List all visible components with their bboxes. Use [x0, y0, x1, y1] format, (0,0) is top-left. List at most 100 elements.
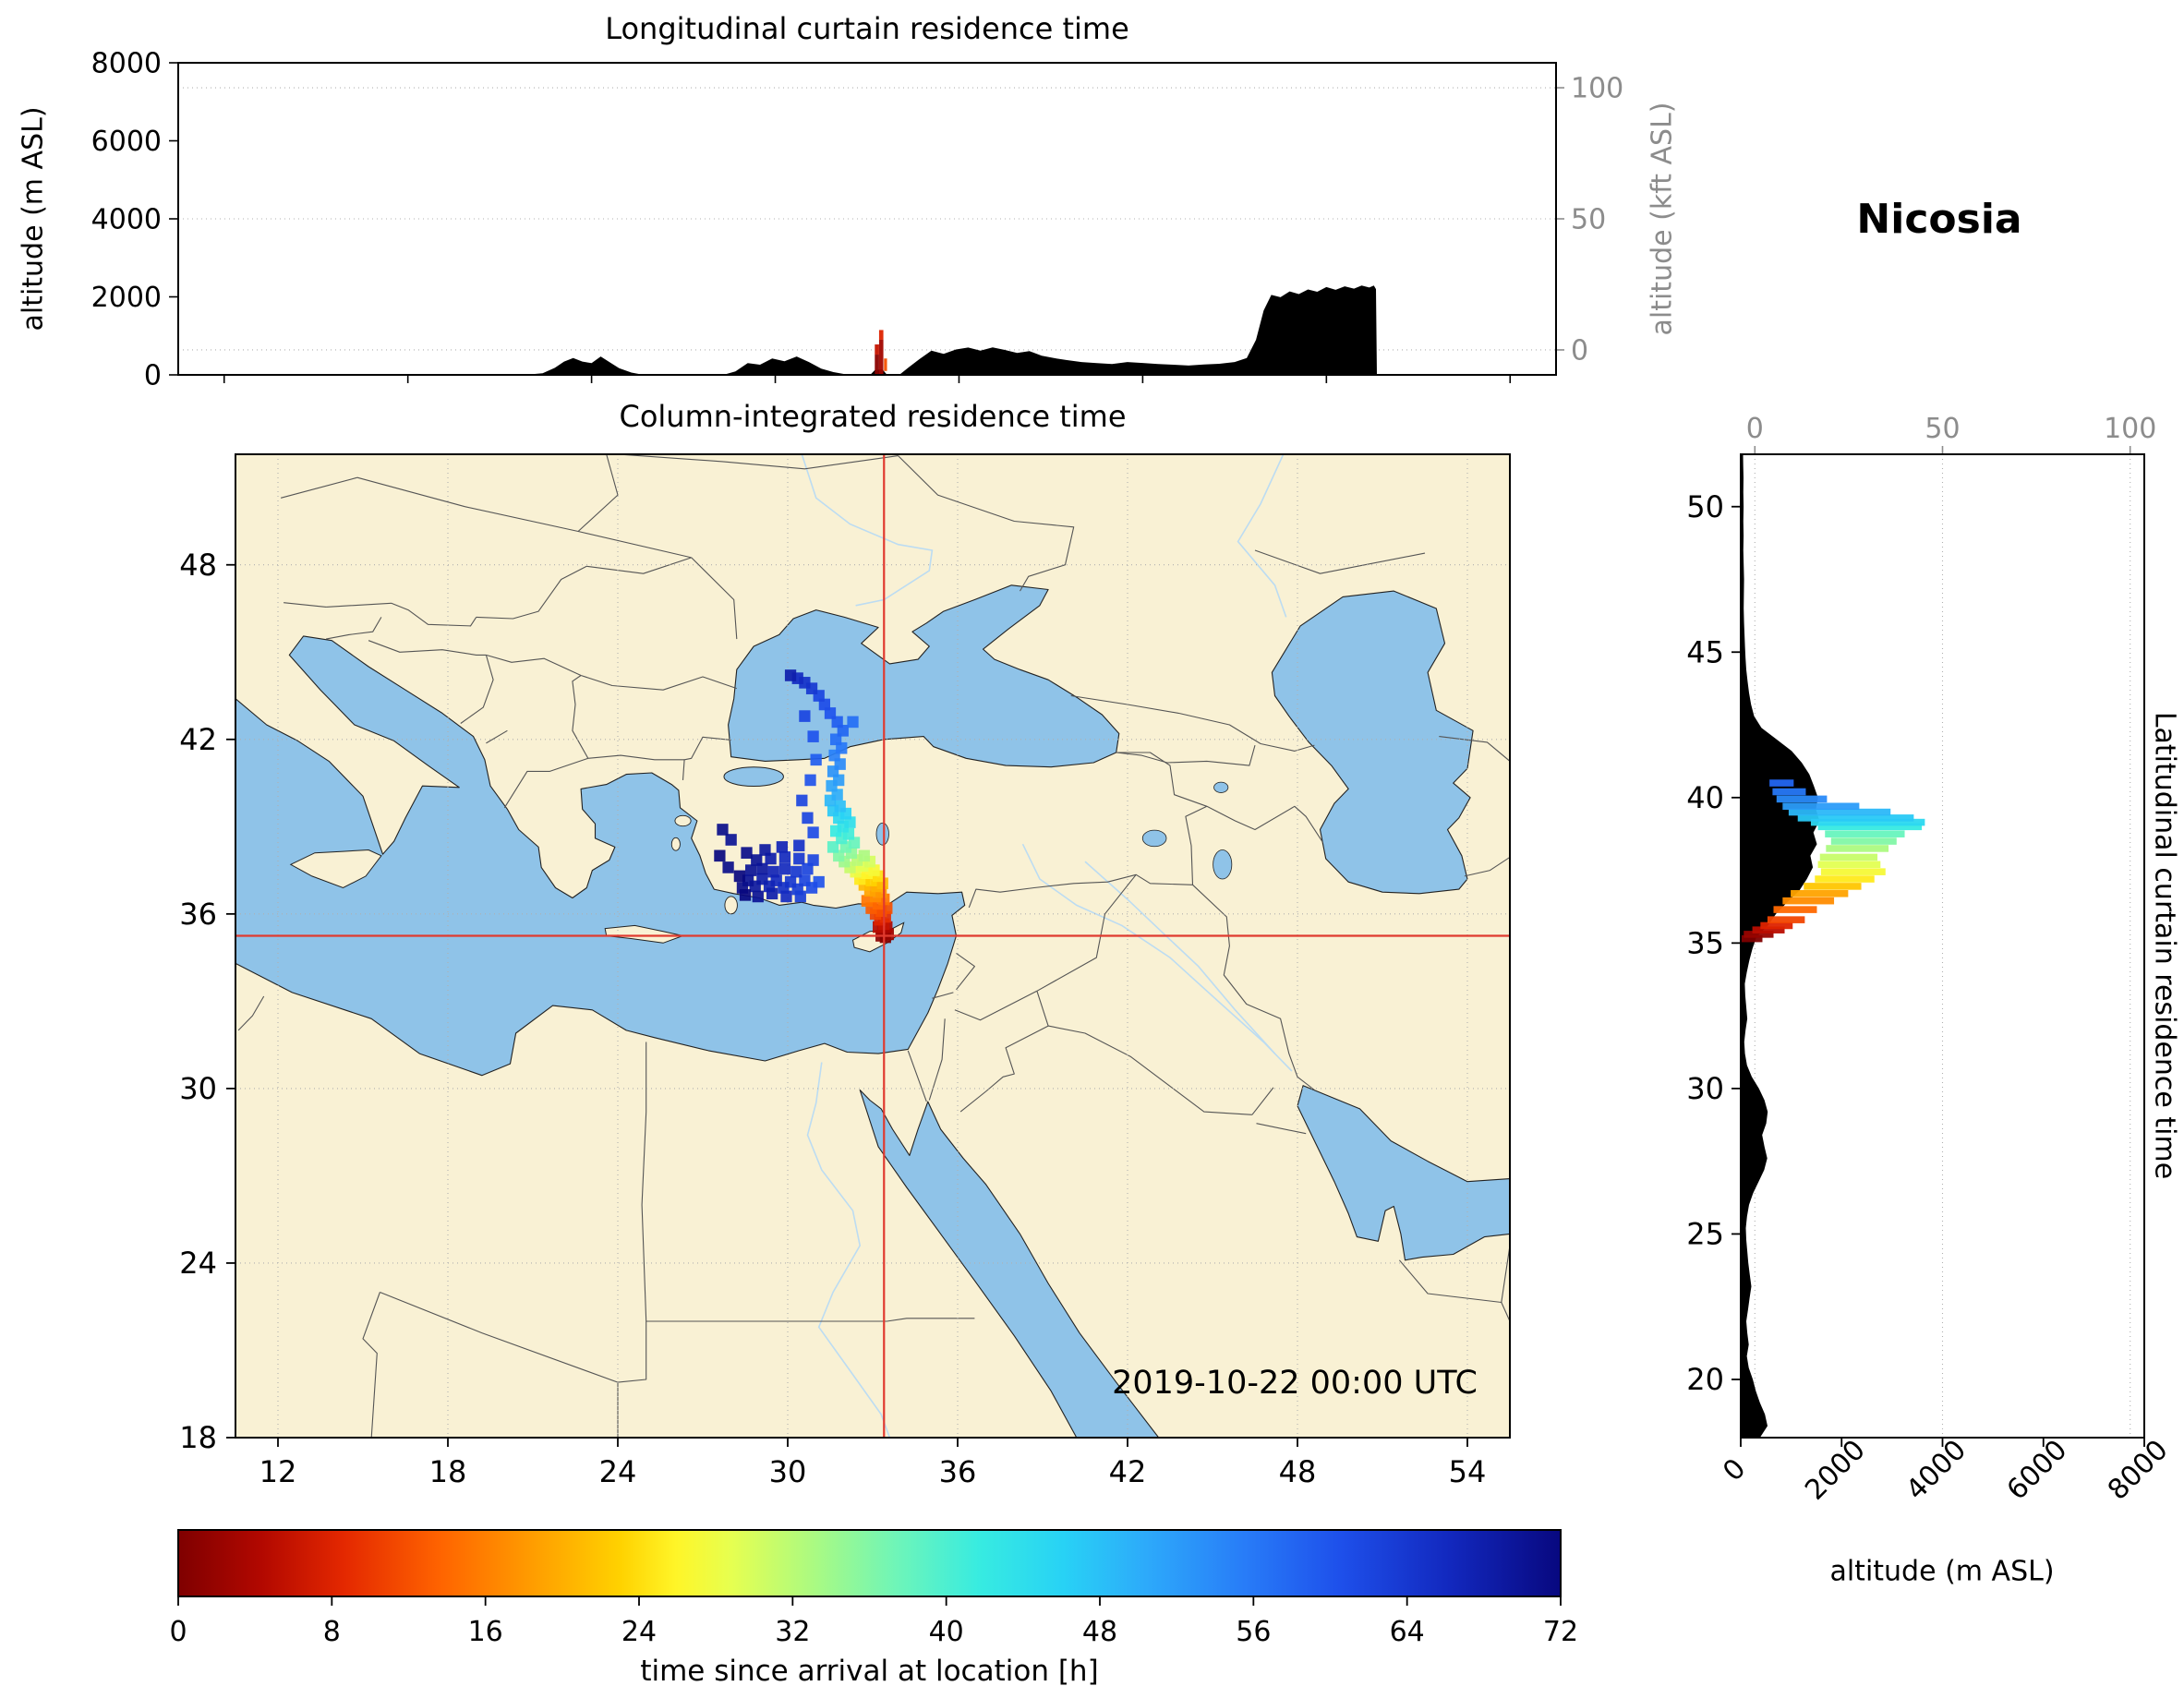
colorbar-tick-label: 64 [1390, 1616, 1425, 1648]
plume-bar [1830, 837, 1897, 845]
plume-bar [1815, 875, 1875, 883]
plume-bar [1810, 818, 1925, 826]
country-border [362, 1292, 380, 1438]
plume-bar [1826, 845, 1889, 852]
plume-cell [807, 854, 819, 866]
longitude-tick-label: 24 [599, 1454, 637, 1489]
country-border [577, 454, 619, 532]
colorbar-tick-label: 32 [775, 1616, 810, 1648]
plume-bar [1797, 814, 1914, 822]
plume-cell [751, 854, 763, 866]
country-border [476, 565, 587, 620]
country-border [586, 557, 692, 574]
kft-tick-label: 50 [1571, 204, 1606, 236]
altitude-tick-label: 6000 [2001, 1434, 2074, 1507]
country-border [1501, 1245, 1510, 1303]
longitudinal-clip-group [178, 285, 1556, 375]
country-border [1464, 856, 1510, 877]
country-border [956, 952, 975, 991]
country-border [380, 1291, 619, 1383]
colorbar-frame [177, 1529, 1562, 1597]
longitude-tick-label: 42 [1109, 1454, 1147, 1489]
plume-bar [1773, 906, 1817, 913]
timestamp-label: 2019-10-22 00:00 UTC [1112, 1365, 1478, 1402]
plume-column [875, 344, 879, 355]
plume-cell [776, 841, 788, 853]
plume-cell [790, 865, 802, 878]
latitude-tick-label: 50 [1686, 489, 1724, 524]
plume-bar [1817, 861, 1881, 869]
country-border [1192, 884, 1315, 1090]
altitude-tick-label: 4000 [1900, 1434, 1973, 1507]
map-panel: 12 18 24 30 36 42 48 54 18 24 30 36 42 48 [179, 453, 1511, 1489]
longitudinal-ylabel-right: altitude (kft ASL) [1646, 102, 1679, 336]
plume-column [878, 330, 884, 340]
longitude-tick-label: 48 [1279, 1454, 1317, 1489]
plume-column [884, 358, 887, 371]
country-border [580, 674, 737, 691]
lake [1213, 781, 1229, 793]
sea-shape [235, 635, 966, 1077]
latitude-tick-label: 18 [179, 1420, 217, 1455]
latitude-tick-label: 36 [179, 897, 217, 932]
colorbar-gradient [178, 1530, 1561, 1596]
country-border [1398, 1259, 1510, 1322]
map-panel-title: Column-integrated residence time [619, 399, 1127, 434]
plume-column [875, 355, 879, 375]
kft-tick-label: 100 [2104, 413, 2156, 445]
plume-cell [739, 889, 752, 901]
longitudinal-panel: 0 50 100 0 2000 4000 6000 8000 [91, 48, 1624, 392]
plume-cell [799, 710, 811, 722]
country-border [486, 729, 508, 744]
plume-cell [807, 730, 819, 742]
kft-tick-label: 0 [1571, 334, 1588, 367]
altitude-tick-label: 6000 [91, 126, 162, 158]
plume-bar [1782, 802, 1860, 811]
lake [1213, 849, 1233, 880]
sea-shape [728, 584, 1120, 768]
country-border [1251, 1087, 1274, 1115]
colorbar: 0 8 16 24 32 40 48 56 64 72 [169, 1529, 1578, 1648]
plume-cell [784, 669, 797, 681]
country-border [460, 655, 494, 724]
country-border [646, 1318, 975, 1322]
country-border [325, 617, 382, 640]
country-border [587, 754, 685, 761]
river [1084, 861, 1276, 1054]
longitude-tick-label: 12 [259, 1454, 297, 1489]
country-border [503, 757, 588, 809]
plume-bar [1744, 931, 1774, 938]
country-border [1047, 1025, 1252, 1115]
river [1237, 454, 1287, 618]
country-border [898, 455, 1075, 592]
altitude-tick-label: 4000 [91, 204, 162, 236]
colorbar-tick-label: 0 [169, 1616, 187, 1648]
longitude-tick-label: 18 [429, 1454, 467, 1489]
plume-cell [741, 847, 753, 859]
altitude-tick-label: 0 [1717, 1452, 1752, 1487]
plume-cell [793, 839, 805, 852]
plume-bar [1767, 916, 1805, 923]
plume-bar [1804, 883, 1862, 890]
plume-cell [717, 824, 729, 836]
country-border [954, 990, 1038, 1021]
country-border [1116, 752, 1208, 807]
plume-bar [1791, 890, 1849, 897]
longitudinal-ylabel-left: altitude (m ASL) [17, 106, 50, 331]
colorbar-tick-label: 56 [1236, 1616, 1271, 1648]
colorbar-tick-label: 40 [929, 1616, 964, 1648]
plume-bar [1752, 926, 1785, 933]
plume-cell [804, 774, 816, 787]
island [289, 849, 382, 889]
longitude-tick-label: 54 [1449, 1454, 1487, 1489]
altitude-tick-label: 8000 [91, 48, 162, 80]
country-border [617, 454, 899, 470]
country-border [1206, 805, 1324, 843]
longitude-tick-label: 36 [939, 1454, 977, 1489]
colorbar-tick-label: 24 [621, 1616, 657, 1648]
plume-cell [766, 887, 778, 900]
country-border [237, 995, 265, 1031]
map-clip-group [235, 454, 1510, 1438]
latitudinal-clip-group [1741, 454, 1925, 1438]
latitudinal-right-label: Latitudinal curtain residence time [2148, 711, 2181, 1180]
